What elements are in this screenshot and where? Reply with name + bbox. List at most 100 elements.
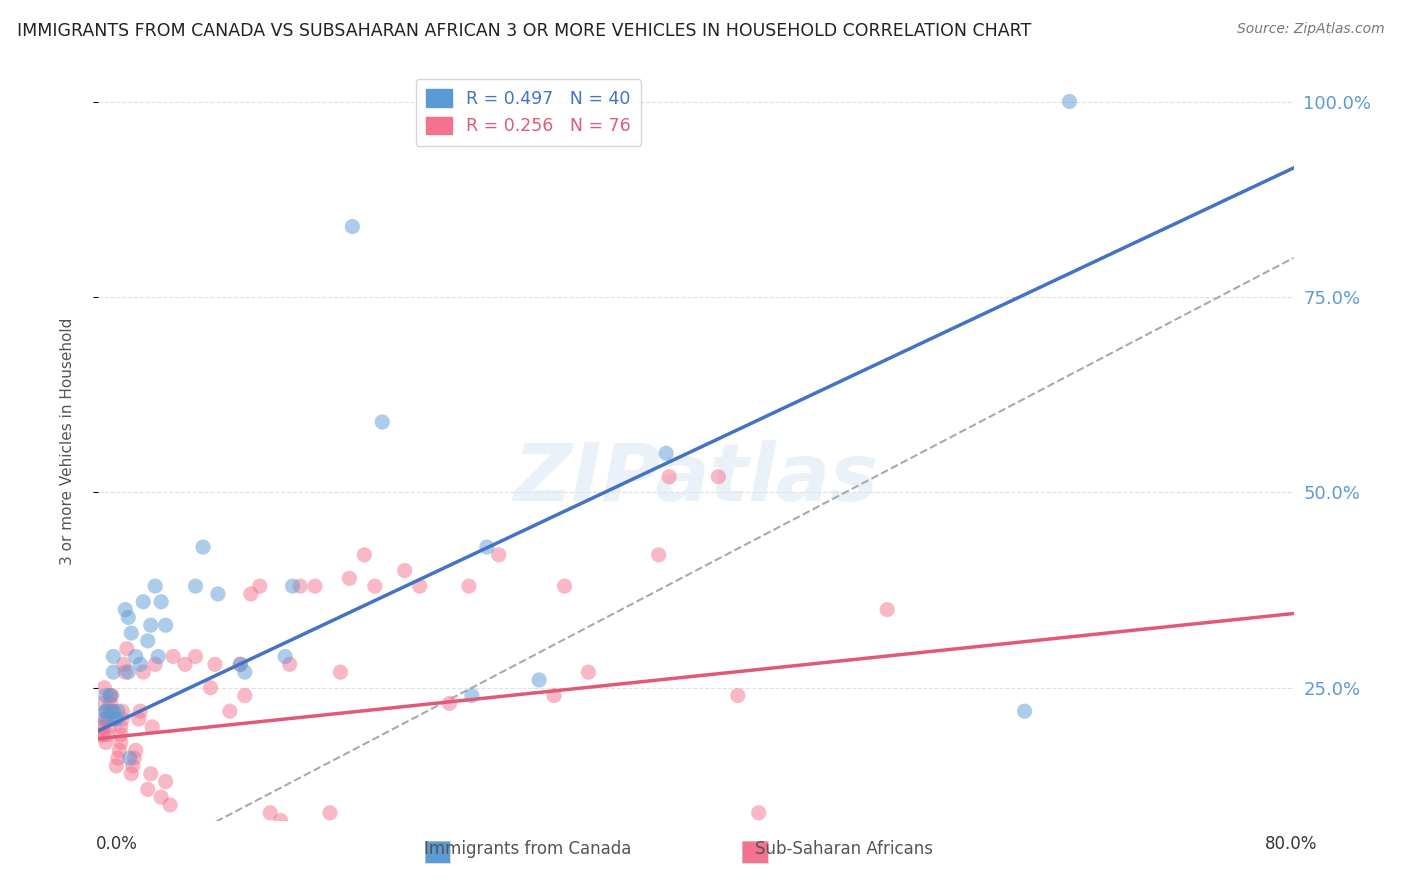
Point (98, 697, 122, 711)
Text: Immigrants from Canada: Immigrants from Canada (423, 840, 631, 858)
Point (107, 751, 129, 765)
Point (121, 759, 143, 773)
Point (101, 689, 124, 703)
Point (339, 571, 361, 585)
Point (94, 704, 117, 718)
Point (107, 704, 129, 718)
Point (159, 797, 181, 812)
Point (233, 689, 256, 703)
Text: Source: ZipAtlas.com: Source: ZipAtlas.com (1237, 22, 1385, 37)
Point (148, 649, 170, 664)
Point (128, 712, 150, 726)
Point (707, 469, 730, 483)
Point (281, 579, 304, 593)
Point (229, 657, 252, 672)
Text: 0.0%: 0.0% (96, 835, 138, 853)
Point (129, 704, 152, 718)
Point (274, 649, 297, 664)
Point (90, 720, 112, 734)
Point (141, 720, 163, 734)
Point (117, 665, 139, 680)
Point (329, 665, 352, 680)
Point (129, 657, 152, 672)
Point (125, 649, 148, 664)
Point (364, 579, 387, 593)
Point (458, 579, 481, 593)
Point (111, 704, 134, 718)
Point (150, 790, 173, 805)
Point (191, 540, 214, 554)
Point (105, 712, 128, 726)
Point (475, 540, 498, 554)
Point (117, 610, 139, 624)
Point (97, 720, 120, 734)
Point (207, 587, 229, 601)
Point (101, 704, 124, 718)
Point (488, 548, 510, 562)
Point (219, 704, 242, 718)
Point (112, 657, 135, 672)
Point (115, 641, 138, 656)
Point (132, 665, 155, 680)
Point (91, 697, 114, 711)
Point (136, 633, 159, 648)
Point (184, 649, 207, 664)
Point (200, 681, 222, 695)
Point (304, 579, 326, 593)
Point (371, 415, 394, 429)
Point (110, 728, 132, 742)
Point (155, 618, 177, 632)
Point (578, 665, 600, 680)
Point (103, 649, 125, 664)
Point (93, 681, 115, 695)
Text: IMMIGRANTS FROM CANADA VS SUBSAHARAN AFRICAN 3 OR MORE VEHICLES IN HOUSEHOLD COR: IMMIGRANTS FROM CANADA VS SUBSAHARAN AFR… (17, 22, 1031, 40)
Point (408, 579, 430, 593)
Point (118, 751, 141, 765)
Point (105, 759, 128, 773)
Point (876, 602, 898, 616)
Point (259, 805, 281, 820)
Point (353, 548, 375, 562)
Point (527, 673, 550, 687)
Point (143, 579, 166, 593)
Point (319, 805, 342, 820)
Point (104, 712, 127, 726)
Point (155, 774, 177, 789)
Point (543, 689, 565, 703)
Point (120, 626, 142, 640)
Point (1014, 704, 1036, 718)
Point (748, 805, 770, 820)
Point (278, 657, 301, 672)
Point (239, 587, 262, 601)
Y-axis label: 3 or more Vehicles in Household: 3 or more Vehicles in Household (60, 318, 75, 566)
Text: ZIPatlas: ZIPatlas (513, 441, 879, 518)
Point (103, 704, 125, 718)
Point (111, 712, 134, 726)
Point (139, 766, 162, 780)
Point (114, 665, 136, 680)
Point (98, 704, 122, 718)
Point (136, 782, 159, 797)
Point (120, 766, 142, 780)
Point (97, 712, 120, 726)
Point (98, 689, 122, 703)
Point (658, 469, 681, 483)
Point (461, 689, 484, 703)
Point (94, 712, 117, 726)
Point (342, 219, 364, 234)
Point (249, 579, 271, 593)
Point (554, 579, 576, 593)
Legend: R = 0.497   N = 40, R = 0.256   N = 76: R = 0.497 N = 40, R = 0.256 N = 76 (416, 78, 641, 145)
Point (98, 704, 122, 718)
Point (91, 720, 114, 734)
Point (655, 446, 678, 460)
Point (114, 602, 136, 616)
Point (439, 697, 461, 711)
Point (110, 720, 132, 734)
Point (233, 665, 256, 680)
Text: Sub-Saharan Africans: Sub-Saharan Africans (755, 840, 932, 858)
Point (94, 735, 117, 749)
Point (90, 728, 112, 742)
Point (727, 689, 749, 703)
Point (162, 649, 184, 664)
